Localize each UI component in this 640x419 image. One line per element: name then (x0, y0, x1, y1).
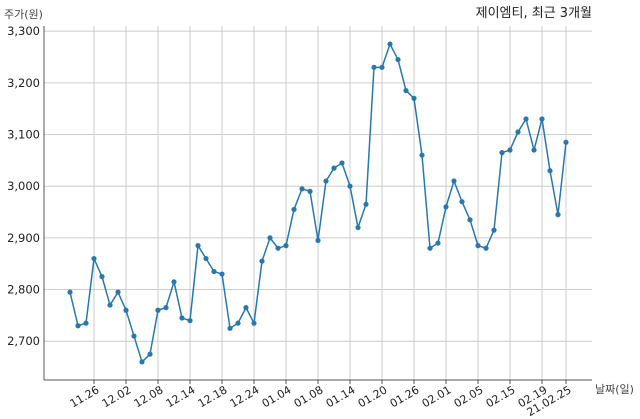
data-point (299, 186, 305, 192)
data-point (427, 245, 433, 251)
data-point (547, 168, 553, 174)
data-point (531, 147, 537, 153)
x-tick-label: 12.02 (100, 383, 134, 410)
x-tick-label: 12.08 (132, 383, 166, 410)
data-point (283, 243, 289, 249)
data-point (123, 307, 129, 313)
data-point (419, 152, 425, 158)
data-point (243, 305, 249, 311)
x-tick-label: 01.04 (260, 383, 294, 410)
data-point (499, 150, 505, 156)
x-tick-label: 11.26 (68, 383, 102, 410)
x-tick-label: 02.05 (452, 383, 486, 410)
data-point (507, 147, 513, 153)
data-point (91, 255, 97, 262)
data-point (395, 56, 401, 63)
data-point (443, 204, 449, 210)
data-point (323, 178, 329, 184)
x-tick-label: 12.24 (228, 383, 262, 410)
data-point (411, 95, 417, 101)
data-point (75, 323, 81, 329)
data-point (195, 243, 201, 249)
data-point (563, 139, 569, 145)
data-point (379, 64, 385, 70)
x-tick-label: 02.15 (484, 383, 518, 410)
data-point (163, 305, 169, 311)
data-point (291, 206, 297, 213)
data-points (67, 41, 569, 365)
x-tick-label: 01.26 (388, 383, 422, 410)
y-tick-label: 2,800 (7, 283, 40, 297)
data-point (67, 289, 73, 295)
x-tick-label: 12.18 (196, 383, 230, 410)
y-tick-label: 3,100 (7, 128, 40, 142)
data-point (235, 320, 241, 326)
grid-lines (44, 26, 592, 380)
data-point (251, 320, 257, 326)
data-point (363, 201, 369, 207)
data-point (403, 87, 409, 94)
data-point (371, 64, 377, 70)
y-tick-label: 2,900 (7, 231, 40, 245)
data-point (435, 240, 441, 246)
data-point (267, 235, 273, 241)
data-point (347, 183, 353, 189)
data-point (179, 315, 185, 321)
x-tick-label: 01.20 (356, 383, 390, 410)
data-point (83, 320, 89, 326)
chart-title: 제이엠티, 최근 3개월 (476, 6, 592, 21)
axes (43, 26, 592, 384)
data-point (459, 199, 465, 205)
x-axis-label: 날짜(일) (595, 382, 634, 396)
data-point (227, 325, 233, 331)
x-tick-label: 02.01 (420, 383, 454, 410)
data-point (539, 116, 545, 122)
data-point (171, 279, 177, 285)
data-point (331, 165, 337, 171)
data-point (307, 188, 313, 194)
y-tick-label: 2,700 (7, 334, 40, 348)
data-point (555, 212, 561, 218)
y-tick-label: 3,200 (7, 76, 40, 90)
y-axis-label: 주가(원) (4, 8, 43, 21)
data-point (115, 289, 121, 295)
data-point (107, 302, 113, 308)
x-tick-label: 12.14 (164, 383, 198, 410)
data-point (355, 224, 361, 231)
data-point (139, 359, 145, 365)
data-point (99, 274, 105, 280)
data-point (483, 245, 489, 251)
y-tick-labels: 2,700 2,800 2,900 3,000 3,100 3,200 3,300 (7, 24, 40, 348)
data-point (155, 307, 161, 313)
data-point (147, 351, 153, 357)
data-point (315, 237, 321, 244)
data-point (131, 333, 137, 339)
data-point (339, 160, 345, 166)
data-point (387, 41, 393, 47)
y-tick-label: 3,000 (7, 179, 40, 193)
data-point (259, 258, 265, 264)
data-point (203, 255, 209, 262)
data-point (491, 227, 497, 233)
data-point (187, 317, 193, 324)
data-point (275, 245, 281, 251)
data-point (211, 268, 217, 275)
data-point (451, 178, 457, 184)
x-tick-label: 01.14 (324, 383, 358, 410)
data-point (467, 217, 473, 223)
data-point (475, 243, 481, 249)
data-point (523, 116, 529, 122)
y-tick-label: 3,300 (7, 24, 40, 38)
x-tick-labels: 11.2612.0212.0812.1412.1812.2401.0401.08… (68, 383, 574, 419)
x-tick-label: 01.08 (292, 383, 326, 410)
data-point (515, 129, 521, 135)
data-point (219, 271, 225, 277)
